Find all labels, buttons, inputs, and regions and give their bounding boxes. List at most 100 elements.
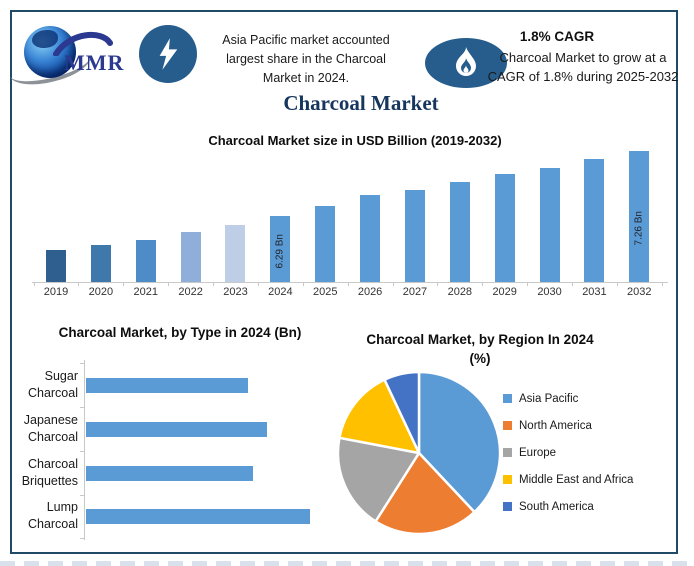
x-axis-tick [392, 282, 394, 286]
x-axis-tick [33, 282, 35, 286]
y-axis-tick [80, 407, 85, 408]
x-axis-label-2031: 2031 [582, 286, 607, 298]
lightning-bolt-icon [159, 38, 178, 70]
type-label-japanese-charcoal: Japanese Charcoal [23, 413, 78, 444]
x-axis-tick [661, 282, 663, 286]
hbar-lump-charcoal [86, 509, 310, 524]
x-axis-tick [257, 282, 259, 286]
x-axis-tick [168, 282, 170, 286]
pie-chart-title: Charcoal Market, by Region In 2024 [366, 332, 594, 347]
globe-landmass [32, 30, 58, 48]
logo-swoosh-navy [53, 31, 113, 56]
main-chart-title: Charcoal Market size in USD Billion (201… [208, 133, 502, 148]
x-axis-tick [123, 282, 125, 286]
logo-text: MMR [64, 50, 125, 75]
bar-2019 [46, 250, 66, 282]
bar-2023 [225, 225, 246, 282]
y-axis-tick [80, 451, 85, 452]
y-axis-tick [80, 363, 85, 364]
pie-slice-north-america [374, 451, 476, 536]
asia-pacific-callout: Asia Pacific market accounted largest sh… [222, 33, 390, 85]
pie-chart-subtitle: (%) [469, 351, 491, 366]
bar-value-label-2024: 6.29 Bn [274, 233, 286, 268]
y-axis-tick [80, 538, 85, 539]
x-axis-tick [302, 282, 304, 286]
x-axis-tick [482, 282, 484, 286]
page-title: Charcoal Market [283, 91, 439, 115]
flame-icon [456, 47, 476, 76]
x-axis-label-2028: 2028 [447, 286, 473, 298]
x-axis-label-2027: 2027 [402, 286, 428, 298]
legend-label-middle-east-and-africa: Middle East and Africa [519, 473, 634, 486]
legend-item-north-america: North America [503, 412, 633, 439]
x-axis-label-2019: 2019 [43, 286, 69, 298]
x-axis-label-2024: 2024 [268, 286, 293, 298]
bar-2024: 6.29 Bn [270, 216, 291, 282]
legend-swatch-middle-east-and-africa [503, 475, 512, 484]
legend-label-north-america: North America [519, 419, 592, 432]
bar-2021 [135, 240, 156, 282]
x-axis-label-2032: 2032 [627, 286, 652, 298]
x-axis-label-2023: 2023 [223, 286, 248, 298]
type-label-charcoal-briquettes: Charcoal Briquettes [21, 457, 78, 488]
bar-2027 [404, 190, 425, 282]
type-label-lump-charcoal: Lump Charcoal [27, 500, 78, 531]
hbar-charcoal-briquettes [86, 466, 253, 481]
bar-2029 [494, 174, 515, 282]
legend-item-middle-east-and-africa: Middle East and Africa [503, 466, 633, 493]
lightning-circle [139, 25, 197, 83]
main-chart-plot: 6.29 Bn 7.26 Bn [32, 150, 668, 286]
bar-2030 [539, 168, 560, 282]
mmr-logo: MMR [0, 0, 150, 100]
bar-2020 [90, 245, 111, 282]
x-axis-tick [572, 282, 574, 286]
legend-item-asia-pacific: Asia Pacific [503, 385, 633, 412]
legend-swatch-south-america [503, 502, 512, 511]
bottom-cropped-text-remnant [0, 561, 694, 566]
bar-value-label-2032: 7.26 Bn [633, 210, 645, 245]
legend-item-south-america: South America [503, 493, 633, 520]
x-axis-tick [347, 282, 349, 286]
bar-2026 [360, 195, 381, 282]
x-axis-label-2029: 2029 [492, 286, 517, 298]
pie-slice-europe [336, 436, 421, 523]
x-axis-tick [78, 282, 80, 286]
y-axis-tick [80, 495, 85, 496]
pie-slice-south-america [383, 370, 421, 455]
x-axis-label-2022: 2022 [178, 286, 203, 298]
x-axis-label-2026: 2026 [357, 286, 383, 298]
cagr-headline: 1.8% CAGR [519, 29, 595, 44]
legend-swatch-north-america [503, 421, 512, 430]
hbar-japanese-charcoal [86, 422, 267, 437]
pie-slice-middle-east-and-africa [338, 378, 421, 455]
type-label-sugar-charcoal: Sugar Charcoal [27, 369, 78, 400]
pie-legend: Asia Pacific North America Europe Middle Ea… [503, 385, 633, 520]
x-axis-tick [437, 282, 439, 286]
cagr-text: Charcoal Market to grow at a CAGR of 1.8… [487, 50, 679, 84]
legend-label-asia-pacific: Asia Pacific [519, 392, 579, 405]
type-chart-plot [80, 360, 355, 540]
x-axis-label-2030: 2030 [537, 286, 562, 298]
bar-2025 [315, 206, 336, 282]
type-chart-title: Charcoal Market, by Type in 2024 (Bn) [58, 325, 302, 340]
legend-swatch-asia-pacific [503, 394, 512, 403]
legend-label-europe: Europe [519, 446, 557, 459]
bar-2022 [180, 232, 201, 282]
main-chart-x-labels: 2019 2020 2021 2022 2023 2024 2025 2026 2027 2028… [32, 286, 668, 300]
hbar-sugar-charcoal [86, 378, 248, 393]
region-pie-chart [336, 370, 502, 536]
legend-item-europe: Europe [503, 439, 633, 466]
bar-2032: 7.26 Bn [629, 151, 650, 282]
x-axis-label-2021: 2021 [133, 286, 158, 298]
pie-slice-asia-pacific [417, 370, 502, 514]
bar-2031 [584, 159, 605, 282]
legend-swatch-europe [503, 448, 512, 457]
bar-2028 [449, 182, 470, 282]
legend-label-south-america: South America [519, 500, 594, 513]
x-axis-tick [527, 282, 529, 286]
flame-ellipse [425, 38, 507, 88]
x-axis-label-2025: 2025 [312, 286, 338, 298]
x-axis-label-2020: 2020 [88, 286, 114, 298]
x-axis-tick [213, 282, 215, 286]
